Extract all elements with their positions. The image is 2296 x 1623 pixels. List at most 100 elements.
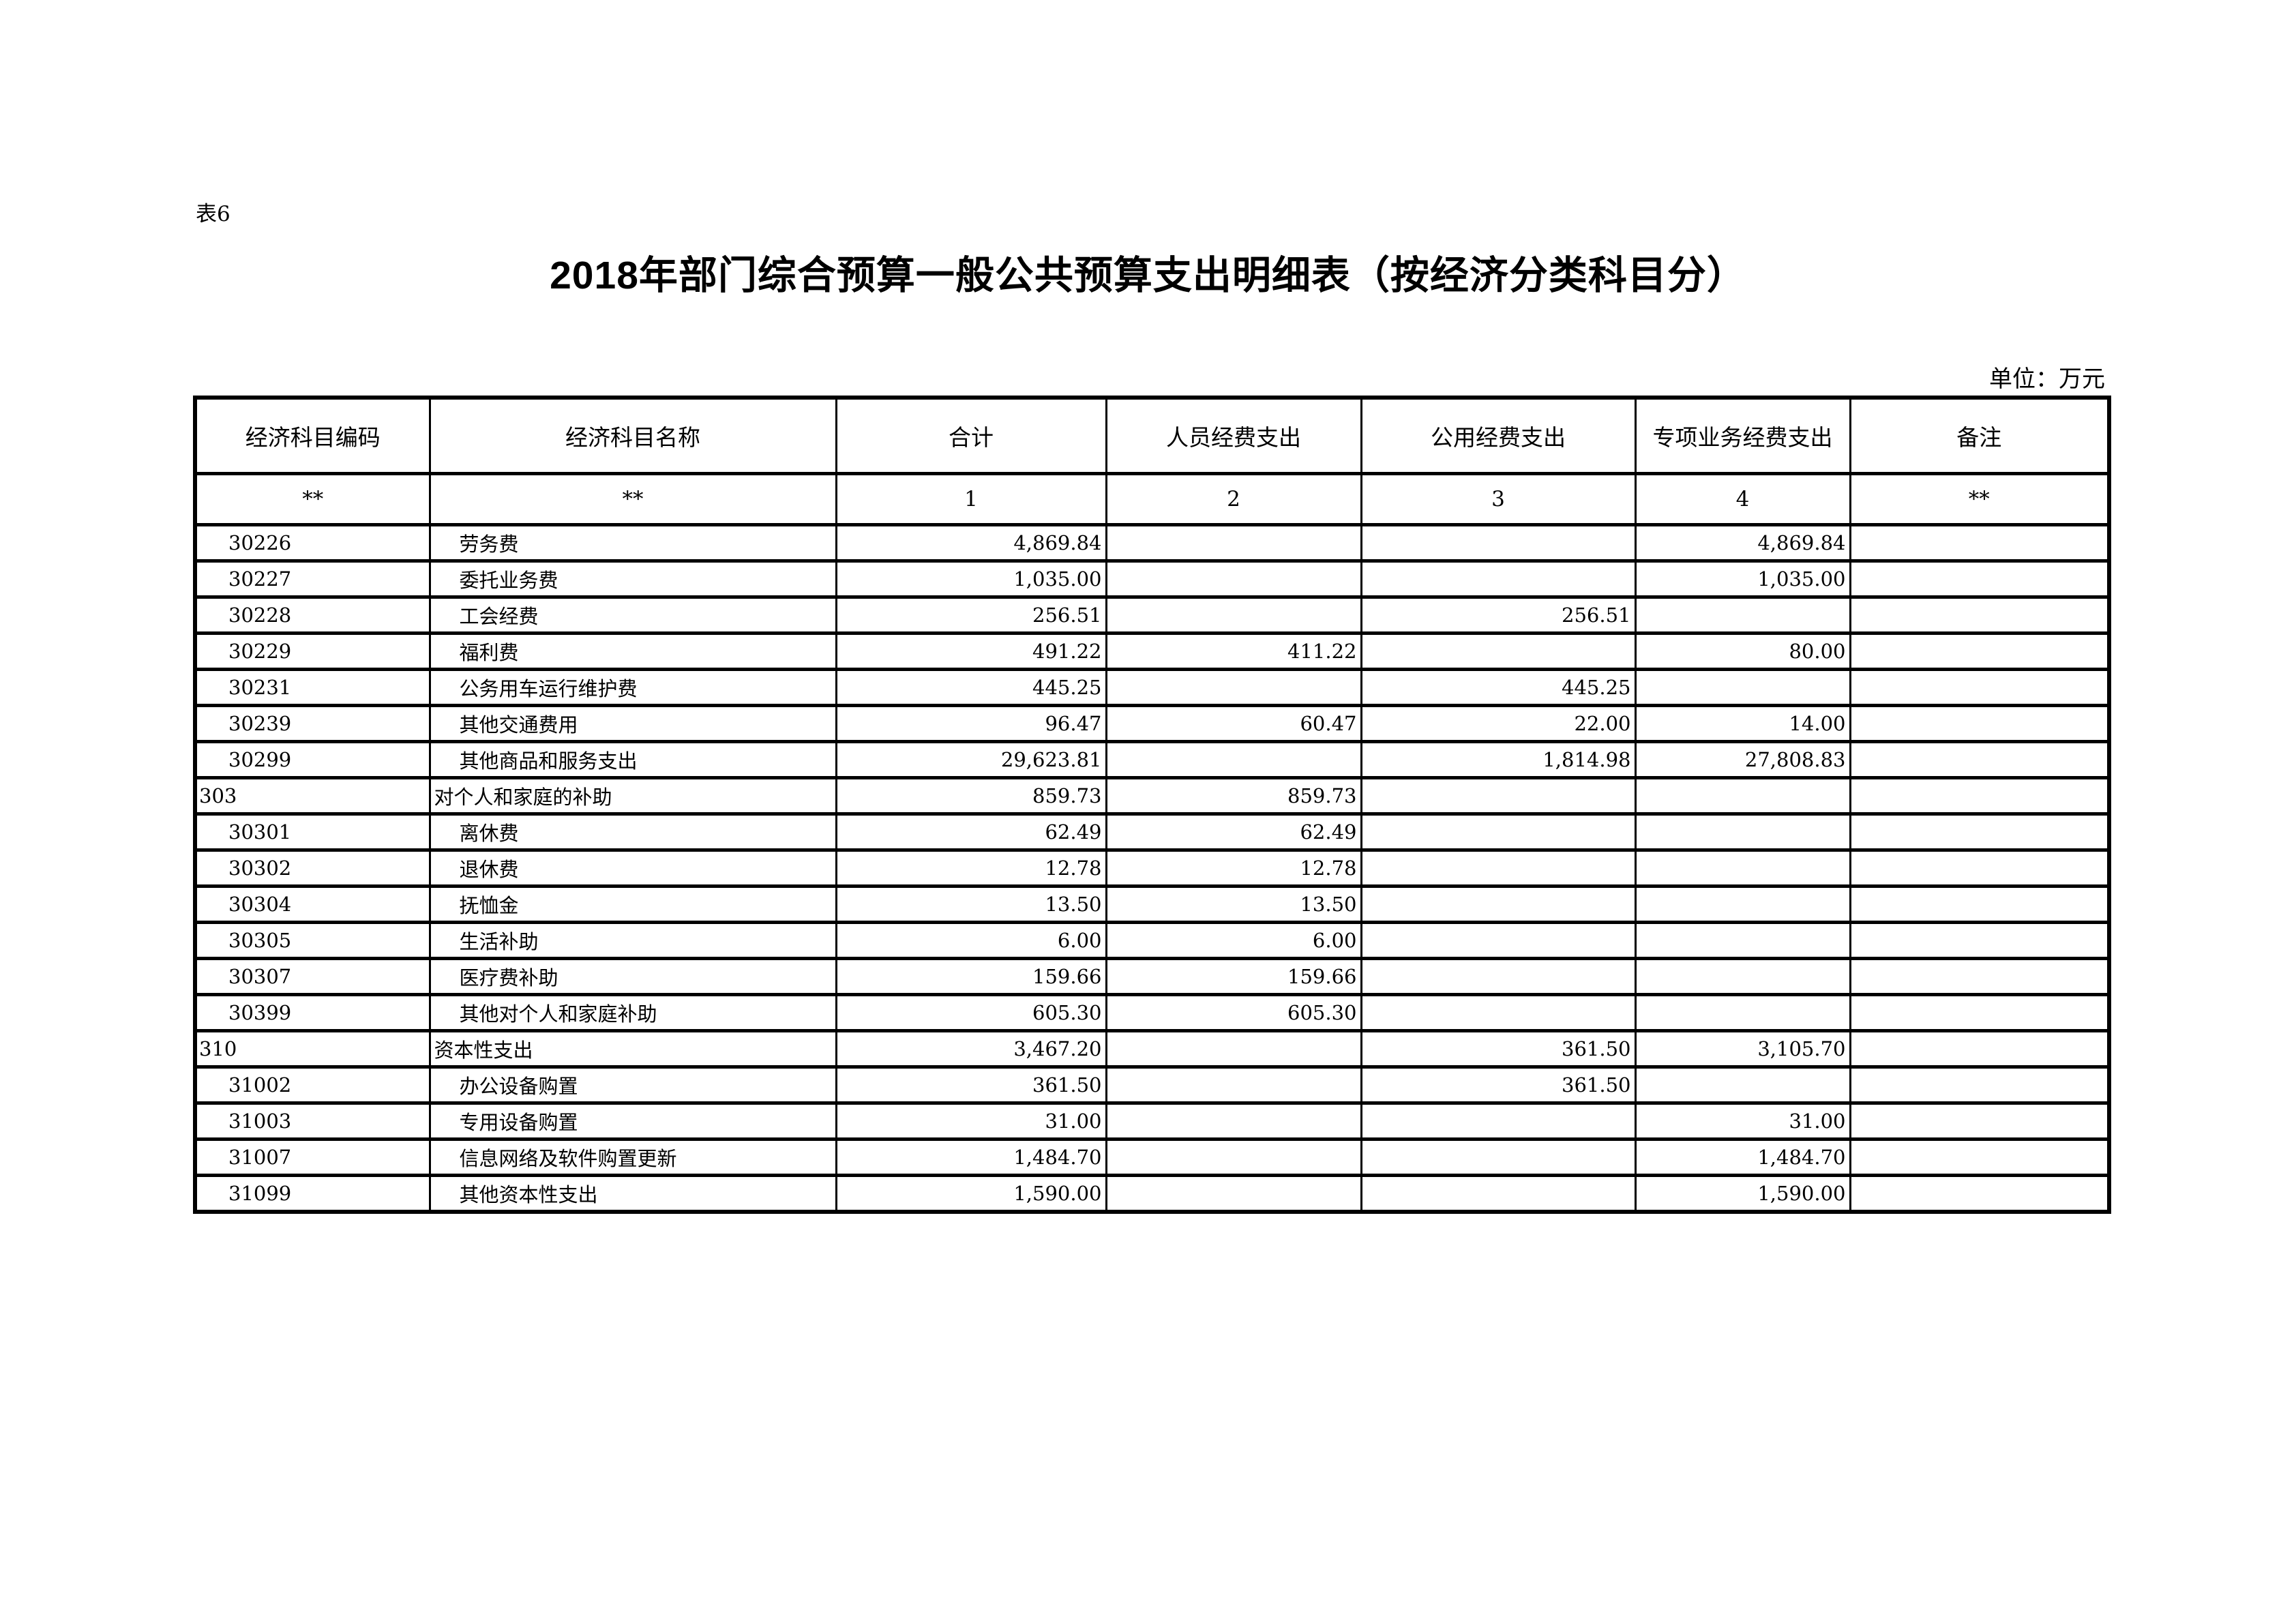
cell-remark <box>1849 668 2111 707</box>
cell-public: 361.50 <box>1360 1029 1637 1069</box>
cell-public <box>1360 776 1637 816</box>
page-title: 2018年部门综合预算一般公共预算支出明细表（按经济分类科目分） <box>550 254 1746 297</box>
cell-special <box>1634 776 1851 816</box>
cell-personnel: 159.66 <box>1105 957 1362 996</box>
table-row: 31007 信息网络及软件购置更新 1,484.70 1,484.70 <box>194 1137 2111 1177</box>
cell-code: 30229 <box>194 631 431 671</box>
cell-remark <box>1849 1174 2111 1214</box>
cell-public: 445.25 <box>1360 668 1637 707</box>
cell-total: 605.30 <box>835 993 1107 1032</box>
cell-public <box>1360 631 1637 671</box>
cell-remark <box>1849 1101 2111 1141</box>
cell-special <box>1634 957 1851 996</box>
cell-name: 生活补助 <box>428 921 837 960</box>
cell-public <box>1360 848 1637 888</box>
cell-public <box>1360 1174 1637 1214</box>
cell-name: 资本性支出 <box>428 1029 837 1069</box>
table-row: 30228 工会经费 256.51 256.51 <box>194 595 2111 635</box>
cell-name: 劳务费 <box>428 523 837 563</box>
cell-special: 1,035.00 <box>1634 559 1851 599</box>
column-header-special: 专项业务经费支出 <box>1634 396 1851 475</box>
cell-public <box>1360 884 1637 924</box>
cell-special: 31.00 <box>1634 1101 1851 1141</box>
cell-personnel <box>1105 1065 1362 1105</box>
cell-total: 1,035.00 <box>835 559 1107 599</box>
cell-special: 27,808.83 <box>1634 740 1851 779</box>
cell-name: 委托业务费 <box>428 559 837 599</box>
table-row: 30302 退休费 12.78 12.78 <box>194 848 2111 888</box>
cell-personnel: 12.78 <box>1105 848 1362 888</box>
cell-remark <box>1849 631 2111 671</box>
cell-personnel: 62.49 <box>1105 812 1362 852</box>
cell-code: 30307 <box>194 957 431 996</box>
unit-label: 单位：万元 <box>1989 366 2105 393</box>
column-header-code: 经济科目编码 <box>194 396 431 475</box>
cell-public: 256.51 <box>1360 595 1637 635</box>
cell-code: 30226 <box>194 523 431 563</box>
table-row: 310 资本性支出 3,467.20 361.50 3,105.70 <box>194 1029 2111 1069</box>
cell-total: 361.50 <box>835 1065 1107 1105</box>
cell-personnel: 60.47 <box>1105 704 1362 743</box>
cell-code: 310 <box>194 1029 431 1069</box>
cell-personnel <box>1105 595 1362 635</box>
column-header-name: 经济科目名称 <box>428 396 837 475</box>
cell-total: 1,590.00 <box>835 1174 1107 1214</box>
cell-name: 其他资本性支出 <box>428 1174 837 1214</box>
cell-special <box>1634 595 1851 635</box>
table-row: 30399 其他对个人和家庭补助 605.30 605.30 <box>194 993 2111 1032</box>
cell-name: 信息网络及软件购置更新 <box>428 1137 837 1177</box>
cell-personnel <box>1105 1101 1362 1141</box>
cell-remark <box>1849 740 2111 779</box>
table-row: 30239 其他交通费用 96.47 60.47 22.00 14.00 <box>194 704 2111 743</box>
cell-remark <box>1849 559 2111 599</box>
cell-total: 859.73 <box>835 776 1107 816</box>
cell-name: 专用设备购置 <box>428 1101 837 1141</box>
cell-code: 31099 <box>194 1174 431 1214</box>
cell-public <box>1360 921 1637 960</box>
cell-code: 30228 <box>194 595 431 635</box>
cell-public: 361.50 <box>1360 1065 1637 1105</box>
cell-special <box>1634 884 1851 924</box>
cell-remark <box>1849 1029 2111 1069</box>
cell-total: 491.22 <box>835 631 1107 671</box>
cell-personnel: 411.22 <box>1105 631 1362 671</box>
cell-name: 其他商品和服务支出 <box>428 740 837 779</box>
cell-total: 256.51 <box>835 595 1107 635</box>
table-row: 30307 医疗费补助 159.66 159.66 <box>194 957 2111 996</box>
cell-code: 30399 <box>194 993 431 1032</box>
cell-remark <box>1849 776 2111 816</box>
cell-remark <box>1849 523 2111 563</box>
cell-total: 159.66 <box>835 957 1107 996</box>
cell-special <box>1634 1065 1851 1105</box>
cell-total: 4,869.84 <box>835 523 1107 563</box>
cell-total: 62.49 <box>835 812 1107 852</box>
cell-special: 14.00 <box>1634 704 1851 743</box>
cell-remark <box>1849 595 2111 635</box>
cell-personnel <box>1105 1137 1362 1177</box>
cell-personnel <box>1105 1174 1362 1214</box>
cell-name: 退休费 <box>428 848 837 888</box>
cell-name: 工会经费 <box>428 595 837 635</box>
cell-name: 医疗费补助 <box>428 957 837 996</box>
cell-personnel <box>1105 668 1362 707</box>
cell-remark <box>1849 704 2111 743</box>
cell-special: 3,105.70 <box>1634 1029 1851 1069</box>
cell-code: 31007 <box>194 1137 431 1177</box>
cell-code: 30231 <box>194 668 431 707</box>
table-row: 30304 抚恤金 13.50 13.50 <box>194 884 2111 924</box>
cell-remark <box>1849 993 2111 1032</box>
cell-name: 抚恤金 <box>428 884 837 924</box>
cell-total: 445.25 <box>835 668 1107 707</box>
cell-total: 96.47 <box>835 704 1107 743</box>
cell-code: 31002 <box>194 1065 431 1105</box>
cell-special <box>1634 668 1851 707</box>
cell-personnel <box>1105 1029 1362 1069</box>
table-row: 31003 专用设备购置 31.00 31.00 <box>194 1101 2111 1141</box>
table-row: 31099 其他资本性支出 1,590.00 1,590.00 <box>194 1174 2111 1214</box>
cell-public <box>1360 993 1637 1032</box>
cell-public <box>1360 957 1637 996</box>
subheader-special: 4 <box>1634 472 1851 526</box>
table-row: 30231 公务用车运行维护费 445.25 445.25 <box>194 668 2111 707</box>
cell-total: 31.00 <box>835 1101 1107 1141</box>
table-row: 30226 劳务费 4,869.84 4,869.84 <box>194 523 2111 563</box>
